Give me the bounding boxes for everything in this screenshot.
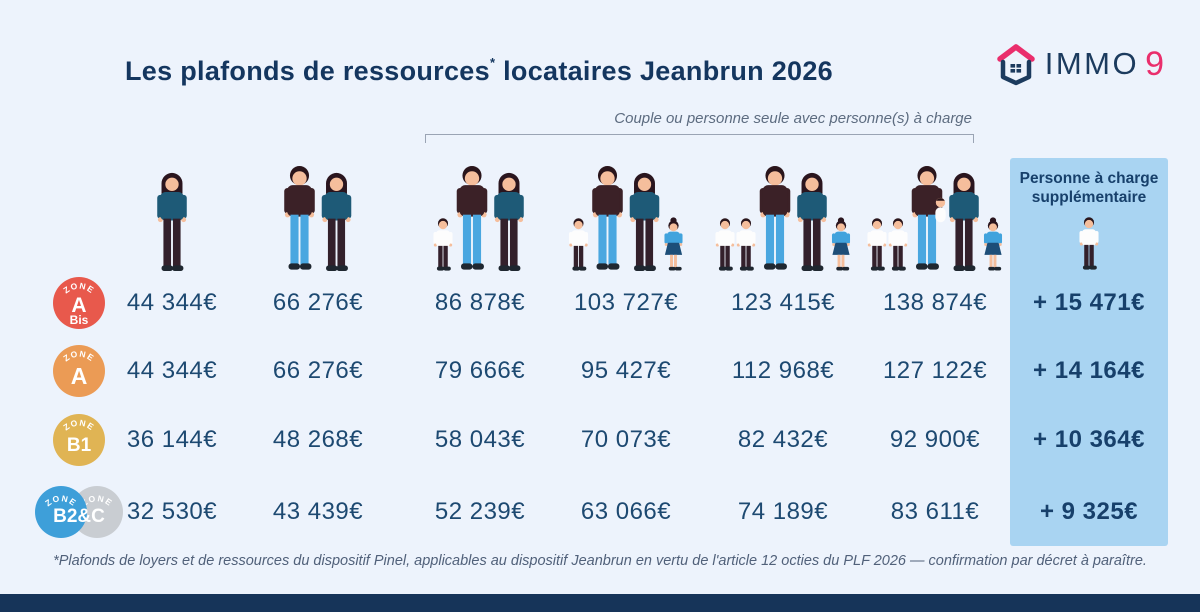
bracket-group-label: Couple ou personne seule avec personne(s… bbox=[614, 110, 972, 127]
logo-digit: 9 bbox=[1145, 44, 1164, 83]
value-cell: 83 611€ bbox=[890, 498, 980, 525]
zone-letters: B2&C bbox=[53, 506, 105, 527]
value-cell: 86 878€ bbox=[434, 289, 526, 316]
table-row-zone-b2-c: ZONE ZONE B2&C 32 530€ 43 439€ 52 239€ 6… bbox=[0, 486, 1200, 538]
value-cell: 36 144€ bbox=[126, 426, 218, 453]
footnote: *Plafonds de loyers et de ressources du … bbox=[53, 553, 1147, 569]
extra-dependent-column: Personne à charge supplémentaire bbox=[1010, 158, 1168, 546]
value-cell: 70 073€ bbox=[580, 426, 672, 453]
group-bracket bbox=[425, 134, 974, 143]
value-cell: 123 415€ bbox=[730, 289, 836, 316]
value-cell: 43 439€ bbox=[272, 498, 364, 525]
value-cell: 138 874€ bbox=[882, 289, 988, 316]
value-cell: 103 727€ bbox=[573, 289, 679, 316]
table-row-zone-a-bis: ZONE A Bis 44 344€ 66 276€ 86 878€ 103 7… bbox=[0, 277, 1200, 329]
table-row-zone-a: ZONE A 44 344€ 66 276€ 79 666€ 95 427€ 1… bbox=[0, 345, 1200, 397]
title-asterisk: * bbox=[489, 55, 496, 71]
value-cell: 82 432€ bbox=[737, 426, 829, 453]
bottom-bar bbox=[0, 594, 1200, 612]
man-icon bbox=[759, 166, 791, 270]
woman-icon bbox=[494, 172, 524, 272]
value-cell: 48 268€ bbox=[272, 426, 364, 453]
woman-icon bbox=[629, 172, 660, 272]
zone-a-bis-badge: ZONE A Bis bbox=[53, 277, 105, 329]
man-icon bbox=[456, 166, 488, 270]
value-cell: 92 900€ bbox=[889, 426, 981, 453]
title-suffix: locataires Jeanbrun 2026 bbox=[495, 56, 833, 87]
value-cell: 127 122€ bbox=[882, 357, 988, 384]
zone-a-badge: ZONE A bbox=[53, 345, 105, 397]
zone-sub: Bis bbox=[70, 313, 89, 327]
woman-icon bbox=[797, 172, 827, 272]
girl-icon bbox=[664, 217, 683, 271]
table-row-zone-b1: ZONE B1 36 144€ 48 268€ 58 043€ 70 073€ … bbox=[0, 414, 1200, 466]
extra-value-cell: + 15 471€ bbox=[1033, 289, 1145, 316]
value-cell: 79 666€ bbox=[434, 357, 526, 384]
value-cell: 66 276€ bbox=[272, 289, 364, 316]
household-icons-3 bbox=[430, 162, 530, 272]
house-icon bbox=[996, 44, 1035, 86]
value-cell: 63 066€ bbox=[580, 498, 672, 525]
extra-value-cell: + 14 164€ bbox=[1033, 357, 1145, 384]
extra-value-cell: + 10 364€ bbox=[1033, 426, 1145, 453]
man-icon bbox=[592, 166, 623, 270]
extra-value-cell: + 9 325€ bbox=[1039, 498, 1139, 525]
page-title: Les plafonds de ressources* locataires J… bbox=[125, 55, 833, 87]
household-icons-1 bbox=[151, 162, 193, 272]
zone-b2c-badge: ZONE ZONE B2&C bbox=[35, 486, 123, 538]
man-icon bbox=[284, 166, 315, 270]
woman-with-baby bbox=[935, 171, 985, 272]
household-icons-5 bbox=[712, 162, 854, 272]
logo-wordmark: IMMO bbox=[1044, 46, 1140, 81]
household-icons-4 bbox=[566, 162, 687, 272]
household-icons-2 bbox=[279, 162, 358, 272]
extra-column-header: Personne à charge supplémentaire bbox=[1019, 170, 1159, 207]
value-cell: 66 276€ bbox=[272, 357, 364, 384]
woman-icon bbox=[157, 172, 187, 272]
zone-letter: B1 bbox=[67, 435, 92, 456]
girl-icon bbox=[831, 217, 851, 271]
zone-b1-badge: ZONE B1 bbox=[53, 414, 105, 466]
immo9-logo: IMMO 9 bbox=[993, 42, 1164, 86]
zone-letter: A bbox=[71, 294, 86, 317]
title-prefix: Les plafonds de ressources bbox=[125, 56, 490, 87]
household-icons-6 bbox=[864, 162, 1006, 272]
value-cell: 112 968€ bbox=[731, 357, 835, 384]
child-icon bbox=[1079, 217, 1099, 270]
value-cell: 74 189€ bbox=[737, 498, 829, 525]
value-cell: 58 043€ bbox=[434, 426, 526, 453]
value-cell: 44 344€ bbox=[126, 289, 218, 316]
value-cell: 52 239€ bbox=[434, 498, 526, 525]
woman-icon bbox=[321, 172, 352, 272]
value-cell: 32 530€ bbox=[126, 498, 218, 525]
value-cell: 95 427€ bbox=[580, 357, 672, 384]
baby-icon bbox=[935, 197, 946, 223]
zone-letter: A bbox=[71, 363, 88, 389]
value-cell: 44 344€ bbox=[126, 357, 218, 384]
